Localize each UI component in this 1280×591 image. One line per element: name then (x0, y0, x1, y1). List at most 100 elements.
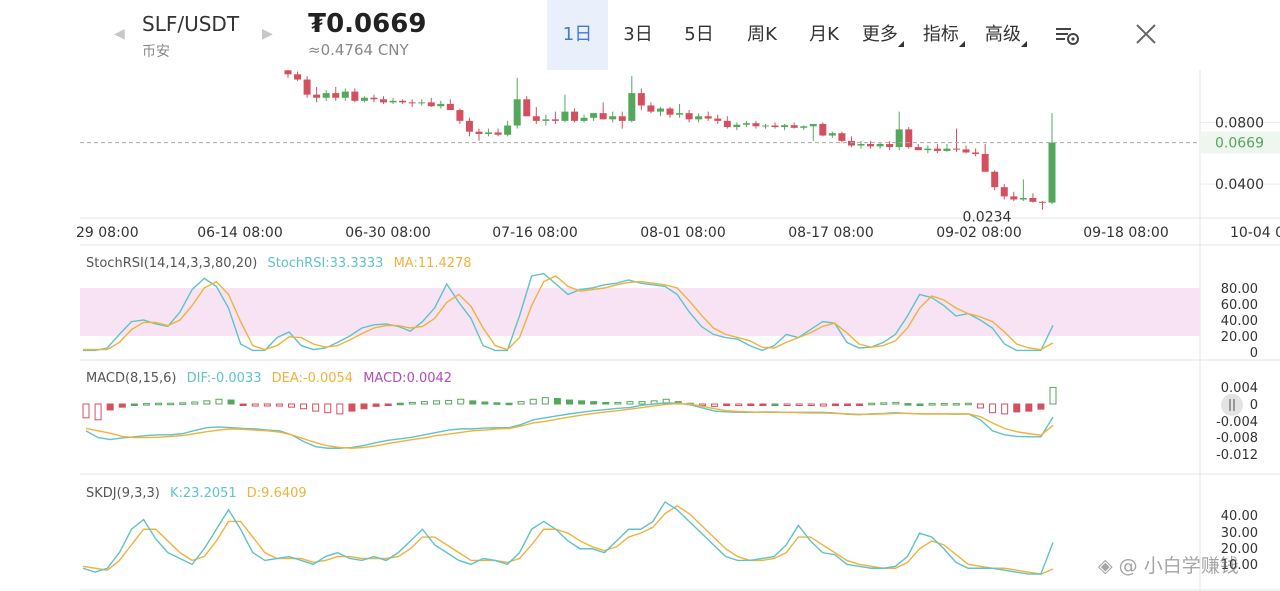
candle-body (790, 125, 798, 128)
macd-histogram-bar (493, 402, 501, 405)
candle-body (685, 113, 693, 120)
candle-body (933, 148, 941, 151)
candle-body (771, 125, 779, 128)
stochrsi-tick-label: 0 (1250, 346, 1258, 361)
macd-histogram-bar (723, 403, 731, 407)
tab-week[interactable]: 周K (736, 0, 788, 70)
candle-body (399, 100, 407, 103)
skdj-legend: SKDJ(9,3,3) K:23.2051 D:9.6409 (86, 486, 307, 501)
candle-body (895, 129, 903, 148)
chart-settings-icon[interactable] (1053, 20, 1083, 50)
stochrsi-tick-label: 80.00 (1221, 282, 1258, 297)
candle-body (475, 131, 483, 134)
candle-body (609, 116, 617, 120)
tab-advanced-label: 高级 (984, 24, 1021, 45)
macd-dea-value: DEA:-0.0054 (272, 371, 353, 386)
candle-body (656, 108, 664, 112)
stochrsi-tick-label: 40.00 (1221, 314, 1258, 329)
close-icon[interactable] (1132, 20, 1162, 50)
candle-body (571, 111, 578, 121)
macd-histogram-bar (747, 403, 755, 406)
tab-advanced[interactable]: 高级◢ (981, 0, 1031, 70)
tab-1d-label: 1日 (562, 24, 593, 45)
macd-tick-label: -0.004 (1216, 415, 1258, 430)
tab-5d[interactable]: 5日 (673, 0, 725, 70)
macd-histogram-bar (976, 403, 984, 409)
candle-body (867, 144, 875, 147)
tab-5d-label: 5日 (684, 24, 714, 45)
tab-more[interactable]: 更多◢ (858, 0, 908, 70)
macd-histogram-bar (916, 403, 924, 406)
macd-dif-value: DIF:-0.0033 (187, 371, 262, 386)
prev-pair-arrow-icon[interactable]: ◀ (114, 26, 125, 42)
macd-histogram-bar (457, 398, 465, 405)
tab-indicators-label: 指标 (922, 24, 959, 45)
macd-hist-value: MACD:0.0042 (363, 371, 452, 386)
macd-histogram-bar (179, 402, 187, 405)
candle-body (695, 116, 703, 120)
macd-histogram-bar (602, 401, 610, 405)
time-tick-label: 10-04 0 (1230, 225, 1280, 241)
candle-body (714, 118, 722, 121)
macd-histogram-bar (1001, 403, 1009, 415)
candle-body (704, 116, 712, 119)
macd-histogram-bar (324, 403, 332, 414)
macd-histogram-bar (275, 403, 283, 407)
stochrsi-value: StochRSI:33.3333 (267, 256, 383, 271)
skdj-params: SKDJ(9,3,3) (86, 486, 160, 501)
candle-body (733, 124, 741, 128)
macd-histogram-bar (698, 403, 706, 407)
macd-histogram-bar (420, 401, 428, 405)
candle-body (284, 70, 292, 75)
tab-1d[interactable]: 1日 (547, 0, 608, 70)
price-tick-label: 0.0400 (1215, 177, 1264, 193)
macd-histogram-bar (578, 400, 586, 405)
indicators-dropdown-icon: ◢ (958, 39, 966, 48)
last-price: ₮0.0669 (308, 9, 427, 39)
candle-body (762, 125, 769, 127)
macd-histogram-bar (590, 401, 598, 405)
macd-histogram-bar (215, 398, 223, 405)
candle-body (542, 119, 550, 121)
candle-body (360, 97, 368, 101)
stochrsi-legend: StochRSI(14,14,3,3,80,20) StochRSI:33.33… (86, 256, 472, 271)
candle-body (494, 132, 502, 135)
macd-histogram-bar (638, 401, 646, 405)
tab-more-label: 更多 (861, 24, 898, 45)
macd-histogram-bar (360, 403, 368, 410)
next-pair-arrow-icon[interactable]: ▶ (262, 26, 273, 42)
macd-histogram-bar (106, 403, 114, 411)
candle-body (723, 120, 731, 128)
macd-params: MACD(8,15,6) (86, 371, 176, 386)
candle-body (924, 148, 932, 151)
tab-month[interactable]: 月K (798, 0, 850, 70)
watermark-text: 小白学赚钱 (1143, 555, 1239, 577)
candle-body (628, 93, 636, 121)
macd-histogram-bar (130, 403, 138, 406)
candle-body (972, 152, 980, 155)
candle-body (523, 99, 531, 117)
time-tick-label: 06-30 08:00 (345, 225, 430, 241)
scroll-handle[interactable] (1221, 394, 1243, 416)
macd-tick-label: -0.012 (1216, 448, 1258, 463)
macd-histogram-bar (783, 403, 791, 406)
macd-histogram-bar (964, 402, 972, 406)
macd-histogram-bar (1013, 403, 1021, 413)
skdj-d-value: D:9.6409 (247, 486, 307, 501)
macd-histogram-bar (566, 399, 573, 405)
macd-histogram-bar (94, 403, 102, 421)
time-tick-label: 08-17 08:00 (788, 225, 873, 241)
macd-histogram-bar (1037, 403, 1045, 410)
skdj-tick-label: 30.00 (1221, 526, 1258, 541)
macd-histogram-bar (880, 402, 888, 405)
time-axis: 29 08:00 06-14 08:00 06-30 08:00 07-16 08:0… (76, 225, 1280, 241)
tab-indicators[interactable]: 指标◢ (919, 0, 969, 70)
scroll-handle-grip-icon (1229, 399, 1231, 411)
candle-body (1029, 197, 1037, 202)
candle-body (981, 154, 989, 172)
tab-3d[interactable]: 3日 (612, 0, 664, 70)
macd-histogram-bar (795, 403, 803, 406)
